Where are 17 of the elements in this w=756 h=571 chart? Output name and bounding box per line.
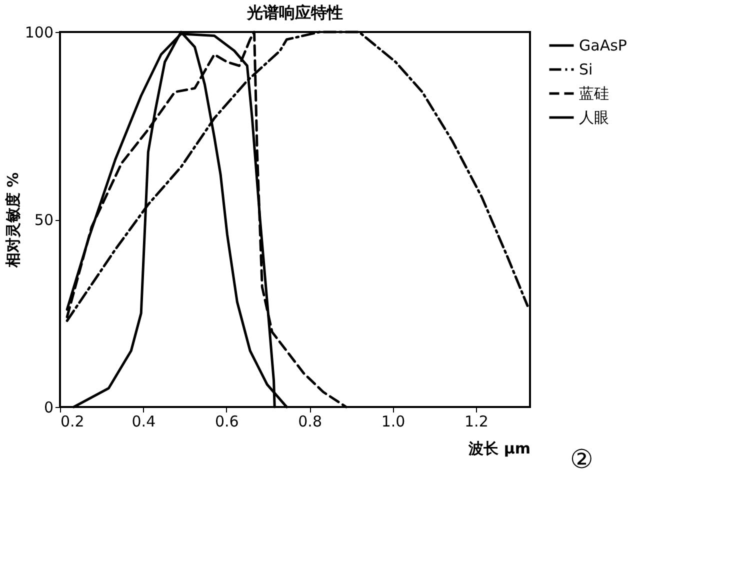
legend-label: GaAsP [579, 36, 627, 54]
legend-label: Si [579, 60, 593, 78]
x-tick-label: 0.6 [214, 412, 239, 430]
x-tick-label: 1.0 [381, 412, 406, 430]
text: ② [570, 445, 594, 475]
y-tick-label: 50 [34, 211, 54, 229]
x-tick-label: 0.8 [298, 412, 322, 430]
legend-label: 人眼 [579, 108, 609, 126]
x-tick-label: 0.2 [60, 412, 84, 430]
y-axis-title: 相对灵敏度 % [4, 172, 22, 269]
y-tick-label: 0 [44, 398, 54, 416]
x-tick-label: 0.4 [132, 412, 156, 430]
legend-label: 蓝硅 [579, 84, 609, 102]
y-tick-label: 100 [24, 24, 54, 42]
chart-title: 光谱响应特性 [246, 3, 343, 22]
x-axis-title: 波长 μm [468, 440, 530, 458]
x-tick-label: 1.2 [464, 412, 488, 430]
